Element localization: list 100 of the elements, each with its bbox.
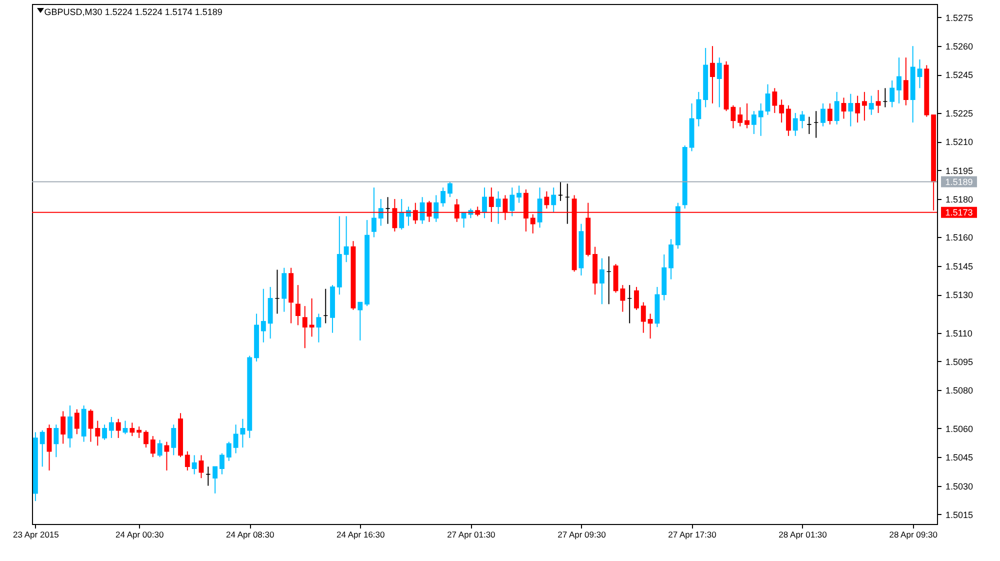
- candlestick: [716, 57, 722, 108]
- candlestick: [164, 441, 170, 471]
- candlestick: [116, 418, 121, 438]
- x-tick-label: 23 Apr 2015: [13, 530, 60, 540]
- candlestick: [551, 187, 556, 213]
- y-tick-label: 1.5015: [946, 510, 974, 520]
- x-tick-label: 24 Apr 16:30: [336, 530, 386, 540]
- y-tick-label: 1.5245: [946, 70, 974, 80]
- candlestick: [130, 422, 135, 437]
- candlestick: [212, 466, 218, 494]
- candlestick: [848, 93, 854, 127]
- candlestick: [876, 90, 881, 114]
- y-tick-label: 1.5260: [946, 42, 974, 52]
- candlestick: [855, 95, 860, 124]
- candlestick: [516, 185, 522, 204]
- candlestick: [108, 416, 114, 438]
- candlestick: [344, 216, 349, 263]
- candlestick: [40, 430, 45, 468]
- candlestick: [60, 410, 66, 444]
- y-tick-label: 1.5095: [946, 357, 974, 367]
- y-tick-label: 1.5210: [946, 137, 974, 148]
- candlestick: [157, 439, 162, 458]
- y-tick-label: 1.5080: [946, 386, 974, 396]
- candlestick: [917, 58, 922, 89]
- candlestick: [800, 110, 805, 129]
- candlestick: [668, 238, 674, 280]
- candlestick: [765, 84, 770, 116]
- candlestick: [482, 187, 487, 219]
- candlestick: [434, 194, 439, 222]
- candlestick: [220, 452, 224, 475]
- ref-line-label: 1.5173: [945, 207, 973, 218]
- candlestick: [758, 102, 764, 136]
- y-tick-label: 1.5225: [946, 108, 974, 118]
- candlestick: [95, 420, 100, 446]
- candlestick: [868, 95, 874, 116]
- candlestick: [696, 91, 702, 127]
- candlestick: [302, 306, 308, 349]
- candlestick: [399, 198, 404, 230]
- candlestick: [358, 302, 363, 341]
- candlestick: [150, 436, 156, 458]
- candlestick: [171, 424, 176, 456]
- x-tick-label: 27 Apr 01:30: [447, 530, 496, 540]
- candlestick: [544, 190, 550, 210]
- candlestick: [841, 97, 846, 120]
- candlestick: [792, 112, 798, 136]
- candlestick: [710, 46, 715, 104]
- candlestick: [192, 454, 197, 475]
- candlestick: [634, 286, 639, 310]
- candlestick: [316, 313, 322, 343]
- y-tick-label: 1.5130: [946, 290, 974, 300]
- x-tick-label: 24 Apr 00:30: [115, 530, 164, 540]
- y-tick-label: 1.5180: [946, 194, 974, 204]
- candlestick: [260, 288, 266, 343]
- candlestick: [296, 284, 300, 326]
- candlestick: [896, 57, 902, 104]
- candlestick: [510, 187, 515, 217]
- x-tick-label: 27 Apr 17:30: [668, 530, 717, 540]
- x-tick-label: 27 Apr 09:30: [558, 530, 606, 540]
- candlestick: [198, 454, 204, 479]
- candlestick: [890, 80, 895, 108]
- y-tick-label: 1.5030: [946, 481, 974, 492]
- candlestick: [599, 258, 604, 305]
- y-tick-label: 1.5060: [946, 424, 974, 434]
- candlestick: [371, 187, 376, 238]
- candlestick: [862, 91, 867, 122]
- candlestick: [786, 104, 791, 136]
- x-tick-label: 24 Apr 08:30: [226, 530, 274, 540]
- candlestick: [440, 187, 446, 208]
- y-tick-label: 1.5145: [946, 261, 974, 272]
- candlestick: [74, 408, 80, 435]
- candlestick: [640, 302, 646, 334]
- y-tick-label: 1.5045: [946, 452, 974, 463]
- candlestick: [309, 298, 314, 338]
- y-tick-label: 1.5110: [946, 328, 972, 338]
- candlestick: [772, 88, 778, 114]
- ref-line-label: 1.5189: [945, 176, 973, 187]
- candlestick: [136, 426, 142, 438]
- candlestick: [54, 424, 59, 458]
- candlestick: [102, 424, 108, 440]
- candlestick: [144, 430, 148, 448]
- candlestick: [378, 198, 384, 226]
- candlestick: [46, 424, 52, 471]
- candlestick: [184, 450, 190, 471]
- chart-title: GBPUSD,M30 1.5224 1.5224 1.5174 1.5189: [44, 7, 222, 17]
- y-tick-label: 1.5160: [946, 232, 974, 243]
- y-tick-label: 1.5275: [946, 12, 974, 23]
- candlestick: [834, 91, 840, 125]
- candlestick: [648, 313, 653, 340]
- candlestick: [226, 441, 232, 462]
- candlestick: [496, 190, 501, 224]
- candlestick: [122, 420, 128, 435]
- candlestick: [744, 102, 750, 129]
- y-tick-label: 1.5195: [946, 166, 974, 176]
- candlestick: [820, 102, 826, 127]
- candlestick: [447, 181, 452, 198]
- candlestick: [620, 284, 626, 312]
- candlestick: [903, 57, 908, 106]
- candlestick: [779, 99, 784, 124]
- candlestick: [420, 196, 425, 224]
- candlestick: [68, 404, 72, 448]
